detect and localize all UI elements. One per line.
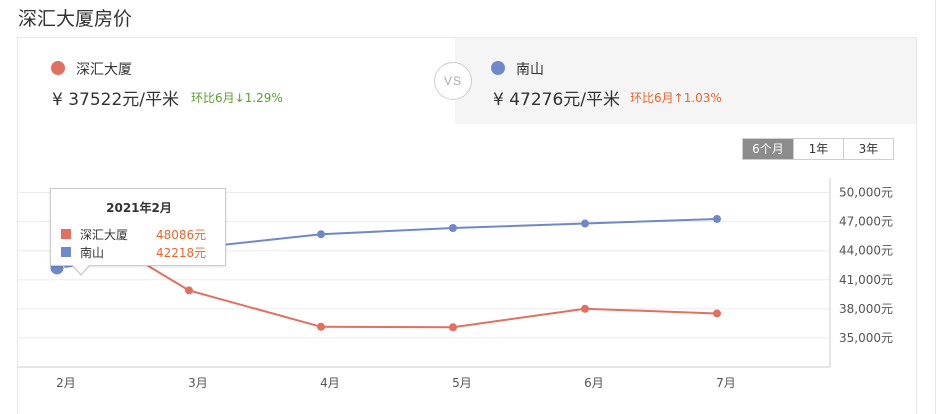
data-point — [449, 323, 457, 332]
data-point — [713, 309, 721, 318]
x-tick-label: 4月 — [320, 376, 340, 390]
page-title: 深汇大厦房价 — [18, 8, 133, 30]
tab-1-year[interactable]: 1年 — [793, 139, 843, 159]
x-tick-label: 3月 — [188, 376, 208, 390]
compare-right-mom: 环比6月↑1.03% — [630, 91, 722, 105]
series-dot-icon — [51, 61, 65, 75]
data-point — [581, 219, 589, 228]
data-point — [317, 322, 325, 331]
y-tick-label: 44,000元 — [839, 244, 893, 258]
compare-left-price: ¥ 37522元/平米 — [52, 90, 180, 110]
tooltip-row: 南山 42218元 — [60, 244, 220, 260]
scrollbar-edge — [935, 0, 936, 414]
vs-badge: VS — [434, 62, 472, 100]
data-point — [317, 230, 325, 239]
y-tick-label: 50,000元 — [839, 186, 893, 200]
range-tabs: 6个月 1年 3年 — [742, 138, 894, 160]
y-tick-label: 38,000元 — [839, 302, 893, 316]
compare-left-mom: 环比6月↓1.29% — [191, 91, 283, 105]
x-tick-label: 2月 — [56, 376, 76, 390]
price-card: 深汇大厦 ¥ 37522元/平米 环比6月↓1.29% 南山 ¥ 47276元/… — [17, 37, 917, 414]
series-dot-icon — [491, 61, 505, 75]
tooltip-row: 深汇大厦 48086元 — [60, 226, 220, 242]
y-tick-label: 41,000元 — [839, 273, 893, 287]
compare-left-name: 深汇大厦 — [76, 62, 132, 78]
tab-6-months[interactable]: 6个月 — [743, 139, 793, 159]
compare-row: 深汇大厦 ¥ 37522元/平米 环比6月↓1.29% 南山 ¥ 47276元/… — [18, 38, 916, 124]
series-line — [56, 210, 718, 329]
chart-tooltip: 2021年2月 深汇大厦 48086元 南山 42218元 — [50, 188, 226, 266]
compare-panel-left: 深汇大厦 ¥ 37522元/平米 环比6月↓1.29% — [18, 38, 455, 124]
y-tick-label: 35,000元 — [839, 331, 893, 345]
x-tick-label: 7月 — [716, 376, 736, 390]
tooltip-arrow — [73, 265, 89, 274]
x-tick-label: 5月 — [452, 376, 472, 390]
compare-right-price: ¥ 47276元/平米 — [493, 90, 621, 110]
tooltip-swatch-icon — [61, 229, 71, 239]
tab-3-years[interactable]: 3年 — [843, 139, 893, 159]
tooltip-swatch-icon — [61, 247, 71, 257]
data-point — [581, 304, 589, 313]
data-point — [713, 214, 721, 223]
x-tick-label: 6月 — [584, 376, 604, 390]
tooltip-row-value: 48086元 — [156, 228, 207, 242]
tooltip-row-value: 42218元 — [156, 246, 207, 260]
compare-panel-right: 南山 ¥ 47276元/平米 环比6月↑1.03% — [455, 38, 916, 124]
tooltip-title: 2021年2月 — [106, 201, 172, 215]
y-tick-label: 47,000元 — [839, 215, 893, 229]
compare-right-name: 南山 — [516, 62, 544, 78]
data-point — [449, 224, 457, 233]
tooltip-row-name: 深汇大厦 — [80, 228, 129, 242]
tooltip-row-name: 南山 — [80, 246, 105, 260]
data-point — [185, 286, 193, 295]
